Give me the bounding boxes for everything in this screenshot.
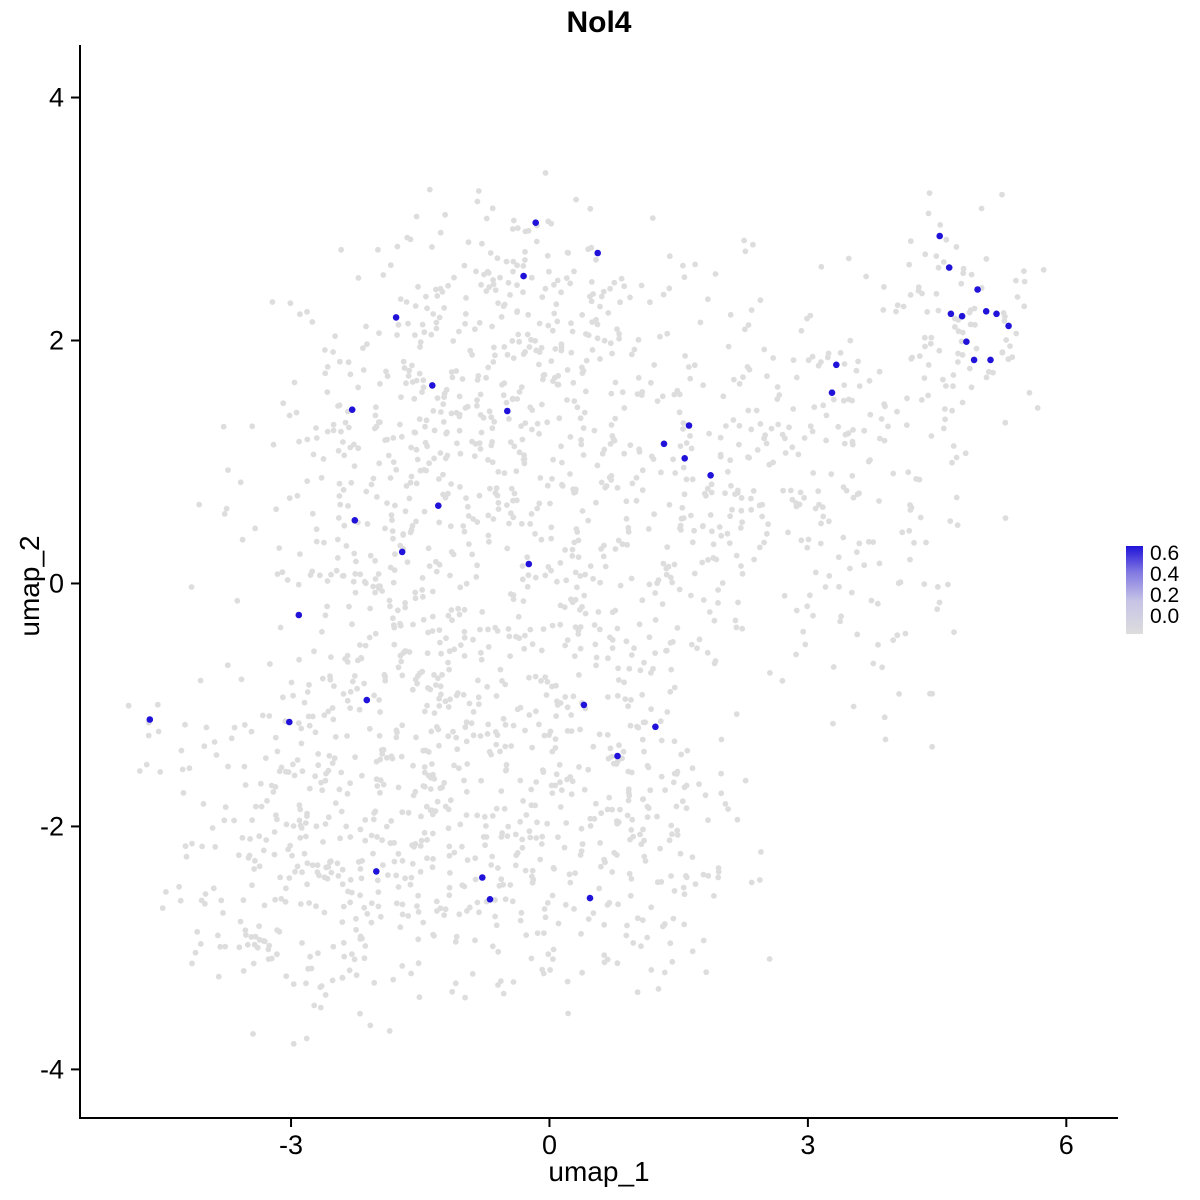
plot-title: Nol4	[566, 6, 632, 39]
x-tick-label: 3	[800, 1130, 815, 1160]
legend-tick-label: 0.4	[1150, 563, 1180, 586]
legend: 0.60.40.20.0	[1126, 542, 1180, 634]
legend-tick-label: 0.2	[1150, 584, 1179, 607]
x-axis-label: umap_1	[548, 1156, 650, 1187]
axis-lines	[79, 45, 1118, 1119]
legend-tick-label: 0.0	[1150, 605, 1179, 628]
highlight-points	[146, 219, 1012, 903]
background-points	[125, 170, 1047, 1047]
legend-colorbar	[1126, 546, 1143, 634]
y-axis-ticks: -4 -2 0 2 4	[40, 83, 80, 1084]
y-tick-label: 4	[49, 83, 64, 113]
y-tick-label: -4	[40, 1054, 64, 1084]
y-axis-label: umap_2	[14, 535, 45, 637]
x-axis-ticks: -3 0 3 6	[279, 1118, 1074, 1160]
x-tick-label: 0	[542, 1130, 557, 1160]
y-tick-label: -2	[40, 811, 64, 841]
x-tick-label: 6	[1059, 1130, 1074, 1160]
legend-tick-label: 0.6	[1150, 542, 1179, 565]
x-tick-label: -3	[279, 1130, 303, 1160]
y-tick-label: 2	[49, 325, 64, 355]
y-tick-label: 0	[49, 568, 64, 598]
